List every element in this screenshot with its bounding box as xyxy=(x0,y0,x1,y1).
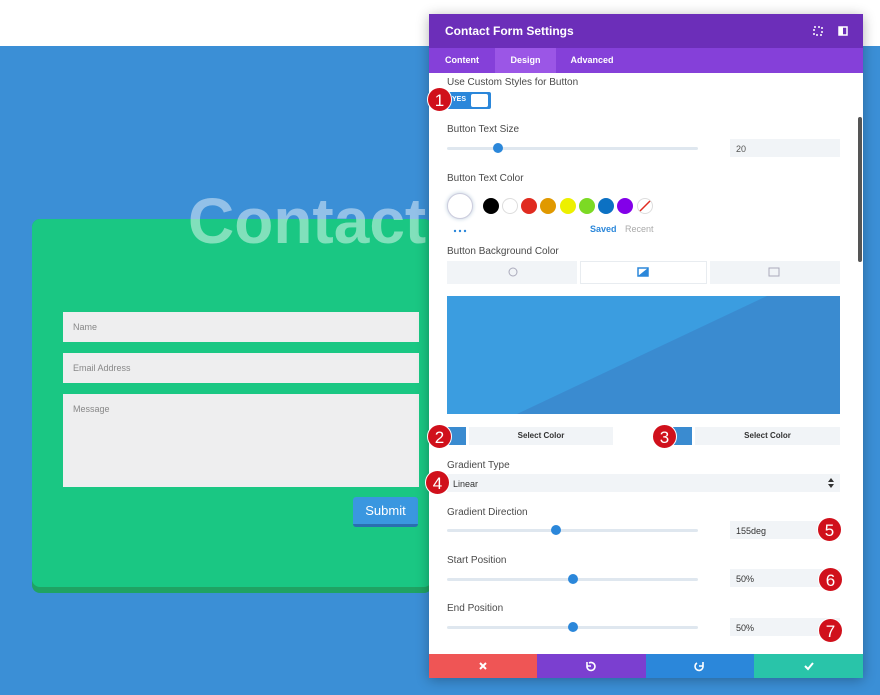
label: Use Custom Styles for Button xyxy=(447,77,579,88)
tab[interactable]: Design xyxy=(510,55,541,65)
recent-tab[interactable]: Recent xyxy=(625,224,654,234)
input[interactable]: Email Address xyxy=(63,353,419,383)
swatch[interactable] xyxy=(560,198,576,214)
label: End Position xyxy=(447,603,504,614)
label: Gradient Type xyxy=(447,460,510,471)
image-icon xyxy=(768,267,780,277)
badge: 7 xyxy=(818,618,843,643)
label: Start Position xyxy=(447,555,507,566)
select-color[interactable]: Select Color xyxy=(695,427,840,445)
gradient-preview xyxy=(447,296,840,414)
label: Gradient Direction xyxy=(447,507,528,518)
badge: 2 xyxy=(427,424,452,449)
expand-icon[interactable] xyxy=(813,26,823,36)
swatch[interactable] xyxy=(483,198,499,214)
slider-knob[interactable] xyxy=(568,622,578,632)
split-icon-fill xyxy=(839,27,843,35)
swatch[interactable] xyxy=(521,198,537,214)
scrollbar[interactable] xyxy=(858,117,862,262)
color-picker[interactable] xyxy=(447,193,473,219)
tab[interactable]: Content xyxy=(445,55,479,65)
select[interactable]: Linear xyxy=(447,474,840,492)
swatch[interactable] xyxy=(502,198,518,214)
label: Button Background Color xyxy=(447,246,559,257)
submit-button[interactable]: Submit xyxy=(353,497,418,527)
undo-button[interactable] xyxy=(537,654,646,678)
badge: 6 xyxy=(818,567,843,592)
header-icons[interactable] xyxy=(810,24,850,38)
footer-icons xyxy=(479,661,814,672)
toggle-text: YES xyxy=(452,96,467,103)
select-color[interactable]: Select Color xyxy=(469,427,613,445)
toggle-knob xyxy=(471,94,488,107)
swatch[interactable] xyxy=(540,198,556,214)
label: Button Text Size xyxy=(447,124,520,135)
slider-knob[interactable] xyxy=(568,574,578,584)
input[interactable]: 20 xyxy=(730,139,840,157)
active-tab-bg xyxy=(495,48,556,73)
clear-swatch[interactable] xyxy=(637,198,653,214)
swatch[interactable] xyxy=(598,198,614,214)
tab[interactable]: Advanced xyxy=(570,55,614,65)
slider-knob[interactable] xyxy=(551,525,561,535)
save-button[interactable] xyxy=(754,654,863,678)
heading: Contact xyxy=(188,185,427,257)
badge: 4 xyxy=(425,470,450,495)
color-chip[interactable] xyxy=(673,427,692,445)
bg-type-tab[interactable] xyxy=(710,261,840,284)
slider-knob[interactable] xyxy=(493,143,503,153)
input[interactable]: 50% xyxy=(730,569,840,587)
swatch[interactable] xyxy=(579,198,595,214)
panel-title: Contact Form Settings xyxy=(445,24,574,38)
bg-type-tab[interactable] xyxy=(447,261,577,284)
textarea[interactable]: Message xyxy=(63,394,419,487)
swatch[interactable] xyxy=(617,198,633,214)
badge: 3 xyxy=(652,424,677,449)
saved-tab[interactable]: Saved xyxy=(590,224,617,234)
color-icon xyxy=(508,267,518,277)
label: Button Text Color xyxy=(447,173,524,184)
more-dots[interactable] xyxy=(453,229,467,233)
input[interactable]: 155deg xyxy=(730,521,840,539)
slider-track[interactable] xyxy=(447,529,698,532)
slider-track[interactable] xyxy=(447,147,698,150)
input[interactable]: Name xyxy=(63,312,419,342)
panel-header: Contact Form Settings xyxy=(429,14,863,48)
color-chip[interactable] xyxy=(447,427,466,445)
select-arrows xyxy=(828,478,834,488)
gradient-icon xyxy=(637,267,649,277)
badge: 1 xyxy=(427,87,452,112)
badge: 5 xyxy=(817,517,842,542)
input[interactable]: 50% xyxy=(730,618,840,636)
